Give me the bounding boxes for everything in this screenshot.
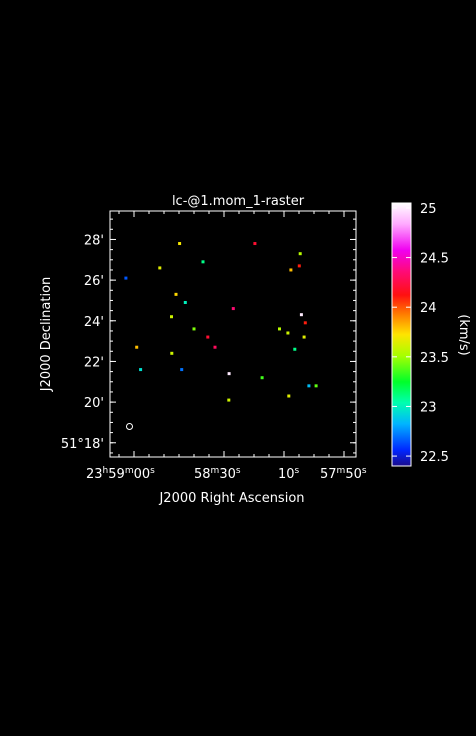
y-axis-ticks (110, 218, 356, 454)
colorbar-tick-label-3: 24 (420, 301, 437, 316)
y-tick-label-4: 26' (84, 274, 104, 289)
data-point-1 (253, 242, 257, 246)
data-point-23 (139, 368, 143, 372)
data-point-3 (201, 260, 205, 264)
data-point-22 (293, 347, 297, 351)
data-point-27 (307, 384, 311, 388)
data-point-8 (174, 292, 178, 296)
data-point-19 (213, 345, 217, 349)
data-point-11 (170, 315, 173, 319)
data-point-24 (180, 368, 184, 372)
colorbar-tick-label-0: 22.5 (420, 450, 449, 465)
colorbar-tick-label-2: 23.5 (420, 351, 449, 366)
colorbar-label: (km/s) (456, 314, 471, 356)
data-point-5 (289, 268, 293, 272)
data-point-29 (287, 394, 291, 398)
x-tick-label-0: 23h59m00s (86, 466, 155, 482)
data-point-10 (231, 307, 235, 311)
data-point-12 (299, 313, 303, 317)
data-point-6 (297, 264, 301, 268)
colorbar-tick-label-1: 23 (420, 400, 437, 415)
data-point-13 (192, 327, 196, 331)
data-point-18 (302, 335, 306, 339)
data-point-2 (298, 252, 302, 256)
data-point-28 (314, 384, 318, 388)
data-point-7 (124, 276, 128, 280)
colorbar-tick-label-5: 25 (420, 202, 437, 217)
y-tick-label-0: 51°18' (61, 437, 104, 452)
data-point-16 (286, 331, 290, 335)
data-point-4 (158, 266, 162, 270)
data-points (124, 242, 318, 402)
x-tick-label-2: 10s (278, 466, 300, 482)
data-point-9 (183, 300, 187, 304)
plot-frame (109, 210, 357, 458)
beam-ellipse (126, 423, 133, 431)
x-axis-label: J2000 Right Ascension (158, 491, 304, 506)
data-point-0 (178, 242, 182, 246)
data-point-17 (206, 335, 210, 339)
chart-title: lc-@1.mom_1-raster (172, 194, 305, 209)
y-tick-label-3: 24' (84, 315, 104, 330)
x-tick-label-1: 58m30s (194, 466, 241, 482)
data-point-25 (227, 372, 231, 376)
x-tick-label-3: 57m50s (320, 466, 367, 482)
y-axis-label: J2000 Declination (39, 277, 54, 393)
beam-marker (126, 423, 133, 431)
colorbar-tick-label-4: 24.5 (420, 252, 449, 267)
y-tick-label-2: 22' (84, 355, 104, 370)
data-point-20 (135, 345, 139, 349)
data-point-26 (260, 376, 264, 380)
data-point-15 (303, 321, 307, 325)
y-tick-labels: 51°18' 20' 22' 24' 26' 28' (61, 233, 104, 451)
data-point-30 (227, 398, 231, 402)
x-tick-labels: 23h59m00s 58m30s 10s 57m50s (86, 466, 367, 482)
x-axis-ticks (118, 211, 345, 457)
data-point-21 (170, 351, 174, 355)
colorbar-ticks: 22.5 23 23.5 24 24.5 25 (392, 202, 449, 465)
y-tick-label-1: 20' (84, 396, 104, 411)
data-point-14 (278, 327, 281, 331)
colorbar (391, 202, 412, 467)
y-tick-label-5: 28' (84, 233, 104, 248)
